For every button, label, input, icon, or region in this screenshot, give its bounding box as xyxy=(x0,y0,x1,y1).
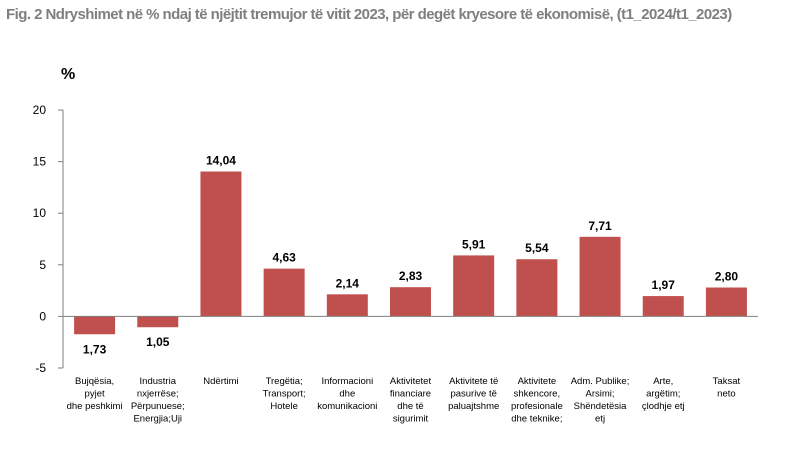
bar xyxy=(326,294,368,317)
data-label: 4,63 xyxy=(272,251,296,265)
bar xyxy=(516,259,558,317)
category-label: Aktivitetet financiare dhe të sigurimit xyxy=(390,376,432,425)
y-axis-label: % xyxy=(61,66,75,83)
y-tick-label: 0 xyxy=(39,309,46,323)
category-label: Aktivitete të pasurive të paluajtshme xyxy=(448,376,499,412)
bar xyxy=(137,316,179,328)
bar xyxy=(390,287,431,317)
data-label: 1,97 xyxy=(652,278,676,292)
category-label: Ndërtimi xyxy=(203,376,238,387)
bar xyxy=(74,316,116,335)
data-label: 5,54 xyxy=(525,241,549,255)
y-tick-label: 20 xyxy=(33,103,47,117)
category-label: Tregëtia; Transport; Hotele xyxy=(263,376,306,412)
category-label: Arte, argëtim; çlodhje etj xyxy=(642,376,685,412)
category-label: Bujqësia, pyjet dhe peshkimi xyxy=(67,376,123,412)
y-tick-label: 10 xyxy=(33,206,47,220)
bar xyxy=(579,236,621,317)
bar xyxy=(642,296,684,317)
category-label: Industria nxjerrëse; Përpunuese; Energjia;U… xyxy=(131,376,185,425)
data-label: 1,05 xyxy=(146,335,170,349)
y-tick-label: 5 xyxy=(39,258,46,272)
bar xyxy=(705,287,747,317)
category-label: Taksat neto xyxy=(713,376,741,400)
category-label: Aktivitete shkencore, profesionale dhe tekn… xyxy=(511,376,563,425)
data-label: 2,80 xyxy=(715,270,739,284)
category-label: Adm. Publike; Arsimi; Shëndetësia etj xyxy=(571,376,630,425)
chart-title: Fig. 2 Ndryshimet në % ndaj të njëjtit t… xyxy=(6,6,732,23)
category-label: Informacioni dhe komunikacioni xyxy=(317,376,377,412)
data-label: 7,71 xyxy=(588,219,612,233)
data-label: 1,73 xyxy=(83,342,107,356)
data-label: 2,83 xyxy=(399,269,423,283)
data-label: 5,91 xyxy=(462,237,486,251)
bar xyxy=(263,268,305,317)
data-label: 2,14 xyxy=(336,276,360,290)
y-tick-label: 15 xyxy=(33,155,47,169)
bar xyxy=(453,255,495,317)
y-tick-label: -5 xyxy=(35,361,46,375)
bar xyxy=(200,171,242,317)
data-label: 14,04 xyxy=(206,154,236,168)
